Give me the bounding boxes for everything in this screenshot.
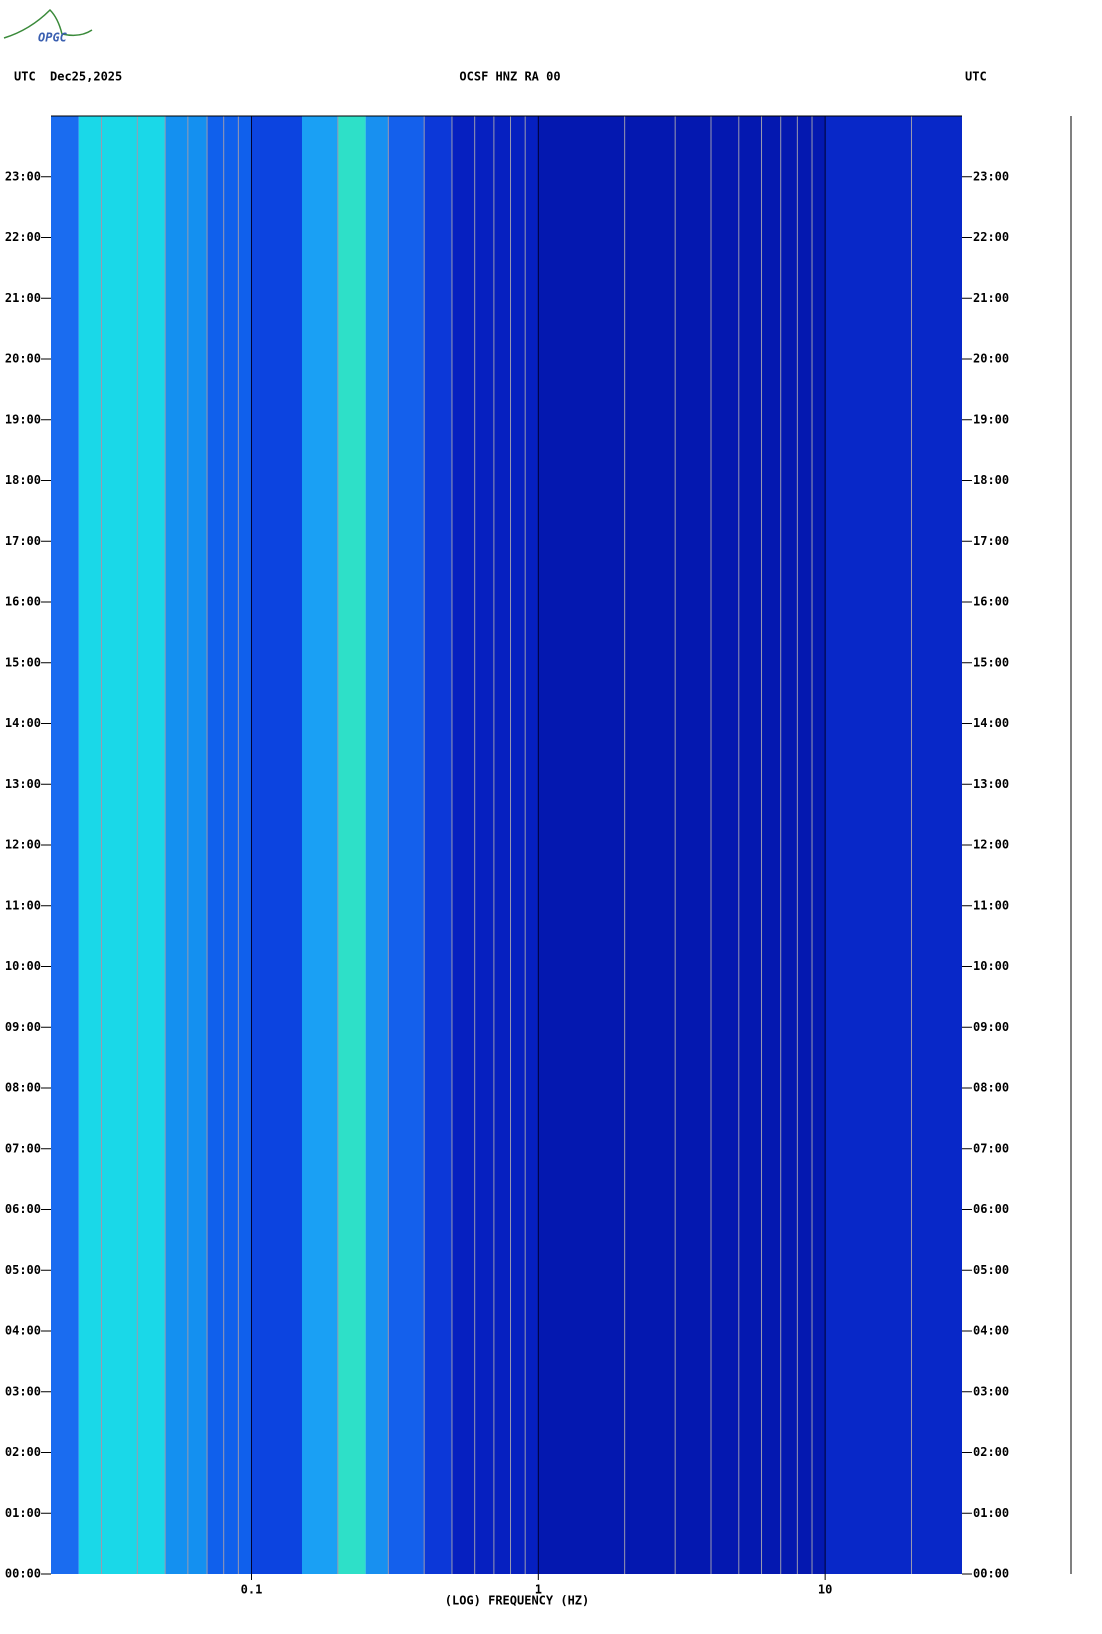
y-tick-label: 12:00 <box>973 838 1009 852</box>
spectral-band <box>451 116 539 1574</box>
y-tick-label: 03:00 <box>5 1384 41 1398</box>
y-tick-label: 08:00 <box>973 1081 1009 1095</box>
y-tick-label: 20:00 <box>973 352 1009 366</box>
y-tick-label: 16:00 <box>973 595 1009 609</box>
y-tick-label: 01:00 <box>973 1506 1009 1520</box>
y-tick-label: 06:00 <box>973 1202 1009 1216</box>
y-tick-label: 12:00 <box>5 838 41 852</box>
y-tick-label: 21:00 <box>5 291 41 305</box>
y-tick-label: 22:00 <box>5 230 41 244</box>
y-tick-label: 13:00 <box>973 777 1009 791</box>
y-tick-label: 19:00 <box>973 412 1009 426</box>
y-tick-label: 11:00 <box>5 898 41 912</box>
spectral-band <box>301 116 338 1574</box>
y-tick-label: 18:00 <box>973 473 1009 487</box>
spectral-band <box>424 116 452 1574</box>
y-tick-label: 07:00 <box>973 1141 1009 1155</box>
spectral-band <box>538 116 826 1574</box>
y-tick-label: 17:00 <box>973 534 1009 548</box>
y-tick-label: 19:00 <box>5 412 41 426</box>
y-tick-label: 14:00 <box>973 716 1009 730</box>
y-tick-label: 04:00 <box>5 1324 41 1338</box>
y-tick-label: 14:00 <box>5 716 41 730</box>
spectral-band <box>51 116 79 1574</box>
y-tick-label: 08:00 <box>5 1081 41 1095</box>
y-tick-label: 00:00 <box>5 1567 41 1581</box>
y-tick-label: 09:00 <box>973 1020 1009 1034</box>
y-tick-label: 22:00 <box>973 230 1009 244</box>
y-tick-label: 23:00 <box>5 169 41 183</box>
y-tick-label: 23:00 <box>973 169 1009 183</box>
spectral-band <box>165 116 208 1574</box>
y-tick-label: 11:00 <box>973 898 1009 912</box>
x-tick-label: 0.1 <box>241 1583 263 1597</box>
spectral-band <box>388 116 425 1574</box>
spectral-band <box>337 116 366 1574</box>
y-tick-label: 10:00 <box>5 959 41 973</box>
y-tick-label: 13:00 <box>5 777 41 791</box>
y-tick-label: 02:00 <box>5 1445 41 1459</box>
date: Dec25,2025 <box>50 70 122 84</box>
y-tick-label: 20:00 <box>5 352 41 366</box>
logo-curve <box>3 8 93 39</box>
y-tick-label: 05:00 <box>973 1263 1009 1277</box>
y-tick-label: 00:00 <box>973 1567 1009 1581</box>
spectral-band <box>78 116 166 1574</box>
y-tick-label: 10:00 <box>973 959 1009 973</box>
spectral-band <box>251 116 302 1574</box>
y-tick-label: 01:00 <box>5 1506 41 1520</box>
y-tick-label: 18:00 <box>5 473 41 487</box>
left-label: UTC <box>14 70 36 84</box>
right-label: UTC <box>965 70 987 84</box>
y-tick-label: 17:00 <box>5 534 41 548</box>
y-tick-label: 15:00 <box>5 655 41 669</box>
y-tick-label: 15:00 <box>973 655 1009 669</box>
spectral-band <box>365 116 389 1574</box>
chart-title: OCSF HNZ RA 00 <box>459 70 560 84</box>
y-tick-label: 09:00 <box>5 1020 41 1034</box>
x-tick-label: 10 <box>818 1583 832 1597</box>
y-tick-label: 02:00 <box>973 1445 1009 1459</box>
logo: OPGC <box>38 31 68 45</box>
spectral-band <box>207 116 252 1574</box>
spectral-band <box>825 116 962 1574</box>
y-tick-label: 16:00 <box>5 595 41 609</box>
y-tick-label: 04:00 <box>973 1324 1009 1338</box>
x-axis-label: (LOG) FREQUENCY (HZ) <box>445 1594 590 1608</box>
x-tick-label: 1 <box>535 1583 542 1597</box>
y-tick-label: 03:00 <box>973 1384 1009 1398</box>
y-tick-label: 21:00 <box>973 291 1009 305</box>
y-tick-label: 06:00 <box>5 1202 41 1216</box>
y-tick-label: 07:00 <box>5 1141 41 1155</box>
y-tick-label: 05:00 <box>5 1263 41 1277</box>
